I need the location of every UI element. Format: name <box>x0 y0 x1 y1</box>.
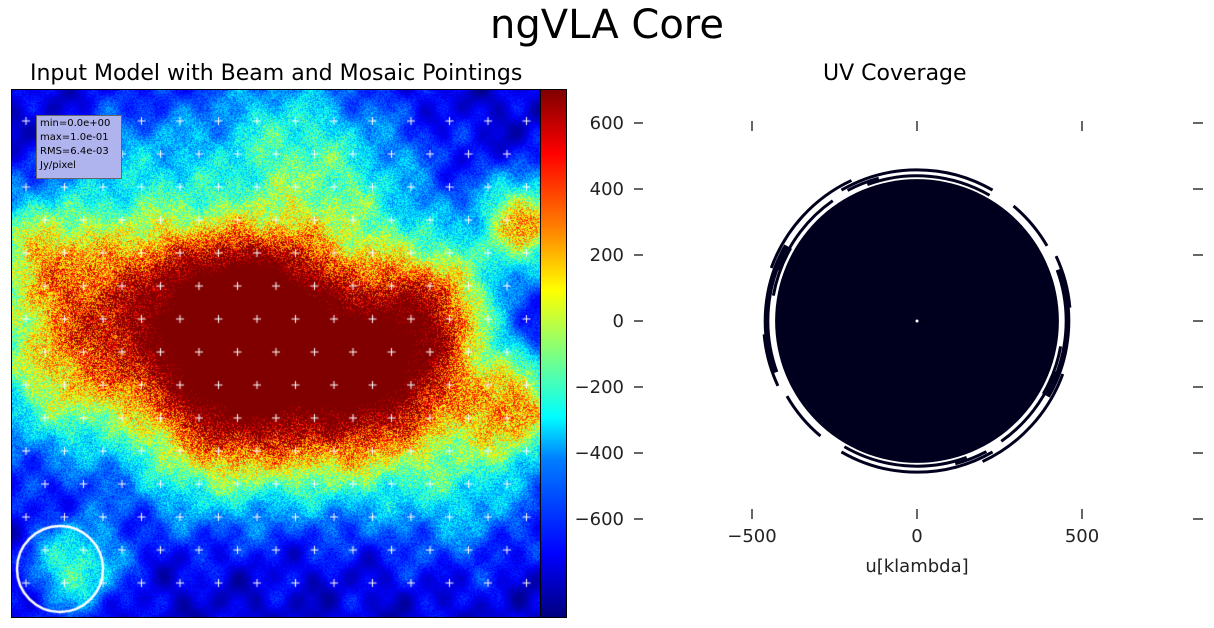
uv-track-arc <box>785 395 822 438</box>
uv-x-tick-label: −500 <box>727 526 776 547</box>
uv-origin <box>915 319 919 323</box>
stats-legend: min=0.0e+00 max=1.0e-01 RMS=6.4e-03 Jy/p… <box>36 115 122 179</box>
stat-rms: RMS=6.4e-03 <box>40 146 109 157</box>
uv-track-arc <box>763 244 787 374</box>
uv-y-tick-label: 400 <box>590 179 624 200</box>
model-panel-title: Input Model with Beam and Mosaic Pointin… <box>30 61 523 86</box>
uv-track-arc <box>846 176 880 192</box>
uv-track-arc <box>866 174 991 197</box>
uv-tracks <box>762 168 1072 474</box>
uv-track-arc <box>840 168 994 192</box>
uv-track-arc <box>1054 255 1072 308</box>
uv-track-arc <box>766 245 790 373</box>
uv-track-arc <box>762 334 780 387</box>
uv-track-arc <box>843 445 968 468</box>
uv-x-tick-label: 500 <box>1065 526 1099 547</box>
uv-y-tick-label: 200 <box>590 245 624 266</box>
uv-track-arc <box>769 179 853 269</box>
uv-y-tick-label: 600 <box>590 113 624 134</box>
uv-axes: 600 400 200 0 −200 −400 −600 −500 0 500 <box>575 113 1203 547</box>
uv-track-arc <box>1012 204 1049 247</box>
uv-x-tick-label: 0 <box>911 526 922 547</box>
uv-track-arc <box>1044 269 1068 397</box>
uv-track-arc <box>981 373 1065 463</box>
stat-unit: Jy/pixel <box>40 160 76 171</box>
uv-track-arc <box>1047 268 1071 398</box>
uv-y-tick-label: −200 <box>575 377 624 398</box>
uv-track-arc <box>1042 346 1063 395</box>
stat-min: min=0.0e+00 <box>40 118 111 129</box>
uv-y-tick-label: 0 <box>613 311 624 332</box>
uv-panel-title: UV Coverage <box>823 61 967 86</box>
stat-max: max=1.0e-01 <box>40 132 109 143</box>
uv-track-arc <box>840 450 994 474</box>
colorbar <box>540 89 567 618</box>
uv-y-tick-label: −600 <box>575 509 624 530</box>
figure-title: ngVLA Core <box>490 2 724 48</box>
uv-y-tick-label: −400 <box>575 443 624 464</box>
uv-x-axis-label: u[klambda] <box>865 556 968 577</box>
uv-track-arc <box>954 450 988 466</box>
uv-track-arc <box>771 247 792 296</box>
